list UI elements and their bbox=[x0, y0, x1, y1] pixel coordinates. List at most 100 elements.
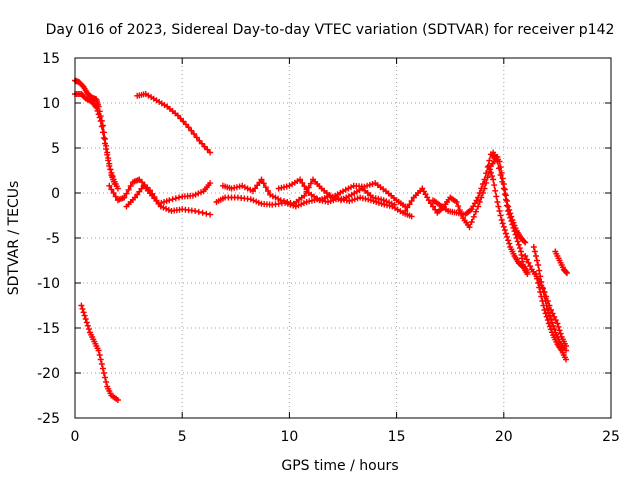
data-point-marker bbox=[543, 313, 550, 320]
data-point-marker bbox=[406, 201, 413, 208]
data-point-marker bbox=[301, 183, 308, 190]
data-point-marker bbox=[507, 210, 514, 217]
data-point-marker bbox=[169, 196, 176, 203]
data-point-marker bbox=[82, 316, 89, 322]
data-point-marker bbox=[563, 269, 570, 276]
data-point-marker bbox=[207, 211, 214, 218]
data-point-marker bbox=[538, 278, 545, 285]
data-point-marker bbox=[505, 203, 512, 210]
data-point-marker bbox=[109, 173, 116, 180]
y-tick-label: -25 bbox=[37, 411, 60, 427]
data-point-marker bbox=[556, 327, 563, 334]
data-point-marker bbox=[95, 347, 102, 354]
data-point-marker bbox=[96, 114, 103, 121]
series-arc-13 bbox=[490, 149, 529, 246]
data-point-marker bbox=[498, 217, 505, 223]
y-tick-label: -15 bbox=[37, 321, 60, 337]
data-point-marker bbox=[506, 240, 513, 247]
data-point-marker bbox=[546, 312, 553, 319]
data-point-marker bbox=[193, 134, 200, 141]
data-point-marker bbox=[496, 208, 503, 214]
data-point-marker bbox=[102, 374, 108, 381]
data-point-marker bbox=[557, 330, 564, 337]
data-point-marker bbox=[103, 146, 110, 153]
data-point-marker bbox=[537, 273, 544, 280]
data-point-marker bbox=[508, 213, 515, 220]
data-point-marker bbox=[307, 180, 314, 187]
data-point-marker bbox=[127, 183, 134, 189]
data-point-marker bbox=[172, 195, 179, 202]
y-tick-label: 15 bbox=[42, 51, 60, 67]
data-point-marker bbox=[100, 370, 107, 376]
data-point-marker bbox=[80, 309, 87, 316]
data-point-marker bbox=[514, 238, 521, 245]
data-point-marker bbox=[455, 203, 462, 210]
data-point-marker bbox=[258, 176, 265, 183]
series-arc-16 bbox=[533, 271, 569, 363]
data-point-marker bbox=[281, 198, 287, 205]
data-point-marker bbox=[265, 188, 271, 194]
data-point-marker bbox=[470, 213, 477, 220]
data-point-marker bbox=[430, 203, 436, 210]
data-point-marker bbox=[541, 307, 548, 313]
data-point-marker bbox=[114, 185, 121, 192]
series-arc-10 bbox=[402, 154, 501, 231]
data-point-marker bbox=[106, 163, 113, 169]
data-point-marker bbox=[250, 197, 257, 204]
data-point-marker bbox=[195, 208, 202, 215]
data-point-marker bbox=[105, 157, 112, 164]
data-point-marker bbox=[466, 224, 473, 231]
series-arc-2 bbox=[72, 91, 121, 192]
data-point-marker bbox=[204, 146, 211, 153]
data-point-marker bbox=[516, 245, 523, 252]
data-point-marker bbox=[492, 187, 499, 194]
data-point-marker bbox=[408, 213, 415, 220]
data-point-marker bbox=[489, 173, 495, 180]
data-point-marker bbox=[83, 319, 90, 326]
data-point-marker bbox=[549, 329, 555, 336]
data-point-marker bbox=[456, 207, 463, 214]
data-point-marker bbox=[199, 209, 206, 216]
data-point-marker bbox=[502, 192, 509, 199]
data-point-marker bbox=[494, 199, 501, 205]
data-point-marker bbox=[203, 210, 210, 217]
data-point-marker bbox=[121, 194, 128, 201]
data-point-marker bbox=[277, 197, 284, 204]
data-point-marker bbox=[391, 201, 398, 208]
data-point-marker bbox=[79, 305, 86, 312]
data-point-marker bbox=[515, 241, 522, 248]
data-point-marker bbox=[100, 134, 107, 141]
data-point-marker bbox=[402, 208, 409, 214]
y-tick-label: -10 bbox=[37, 276, 60, 292]
data-point-marker bbox=[481, 176, 488, 183]
data-point-marker bbox=[108, 186, 115, 193]
data-point-marker bbox=[192, 208, 199, 214]
data-point-marker bbox=[486, 166, 493, 173]
data-point-marker bbox=[468, 219, 475, 225]
data-point-marker bbox=[93, 104, 100, 111]
data-point-marker bbox=[123, 190, 130, 197]
data-point-marker bbox=[287, 199, 294, 206]
data-point-marker bbox=[99, 129, 106, 136]
data-point-marker bbox=[191, 131, 197, 137]
data-point-marker bbox=[522, 253, 529, 259]
data-point-marker bbox=[483, 179, 490, 186]
data-point-marker bbox=[536, 267, 543, 274]
data-point-marker bbox=[548, 316, 554, 322]
data-point-marker bbox=[502, 230, 509, 237]
series-arc-17 bbox=[552, 248, 570, 277]
data-point-marker bbox=[110, 190, 117, 196]
data-point-marker bbox=[499, 220, 506, 227]
data-point-marker bbox=[301, 192, 308, 199]
data-point-marker bbox=[487, 169, 494, 176]
data-point-marker bbox=[260, 180, 267, 187]
data-point-marker bbox=[478, 185, 485, 192]
x-tick-label: 5 bbox=[178, 429, 187, 445]
data-point-marker bbox=[104, 151, 111, 158]
data-point-marker bbox=[112, 193, 119, 200]
data-point-marker bbox=[544, 317, 551, 324]
data-point-marker bbox=[472, 208, 479, 215]
data-point-marker bbox=[555, 323, 562, 330]
data-point-marker bbox=[564, 270, 570, 277]
x-tick-label: 25 bbox=[602, 429, 620, 445]
